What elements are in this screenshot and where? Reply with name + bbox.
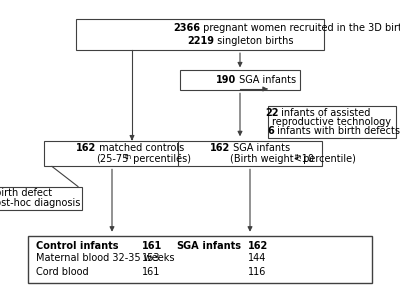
FancyBboxPatch shape [180,70,300,90]
Text: 162: 162 [76,144,96,153]
Text: 2219: 2219 [187,36,214,46]
Text: 6: 6 [268,126,274,136]
FancyBboxPatch shape [44,141,180,166]
Text: infants of assisted: infants of assisted [278,108,371,118]
Text: (25-75: (25-75 [96,154,128,164]
Text: Control infants: Control infants [36,241,118,251]
FancyBboxPatch shape [76,19,324,50]
FancyBboxPatch shape [0,187,82,210]
FancyBboxPatch shape [28,236,372,284]
Text: percentiles): percentiles) [130,154,191,164]
Text: th: th [125,154,132,160]
Text: Cord blood: Cord blood [36,267,89,277]
Text: pregnant women recruited in the 3D birth cohort: pregnant women recruited in the 3D birth… [200,23,400,33]
Text: (Birth weight<10: (Birth weight<10 [230,154,314,164]
Text: 161: 161 [142,241,162,251]
Text: 153: 153 [142,253,160,263]
Text: 22: 22 [265,108,278,118]
FancyBboxPatch shape [268,106,396,138]
Text: th: th [295,154,302,160]
Text: 162: 162 [210,144,230,153]
Text: Maternal blood 32-35 weeks: Maternal blood 32-35 weeks [36,253,174,263]
FancyBboxPatch shape [178,141,322,166]
Text: singleton births: singleton births [214,36,294,46]
Text: birth defect: birth defect [0,188,52,198]
Text: 144: 144 [248,253,266,263]
Text: reproductive technology: reproductive technology [272,117,391,127]
Text: SGA infants: SGA infants [230,144,290,153]
Text: 190: 190 [216,75,236,85]
Text: 116: 116 [248,267,266,277]
Text: 162: 162 [248,241,268,251]
Text: matched controls: matched controls [96,144,184,153]
Text: post-hoc diagnosis: post-hoc diagnosis [0,198,80,208]
Text: percentile): percentile) [300,154,356,164]
Text: 161: 161 [142,267,160,277]
Text: 2366: 2366 [173,23,200,33]
Text: SGA infants: SGA infants [236,75,296,85]
Text: infants: infants [199,241,241,251]
Text: infants with birth defects: infants with birth defects [274,126,400,136]
Text: SGA: SGA [176,241,199,251]
